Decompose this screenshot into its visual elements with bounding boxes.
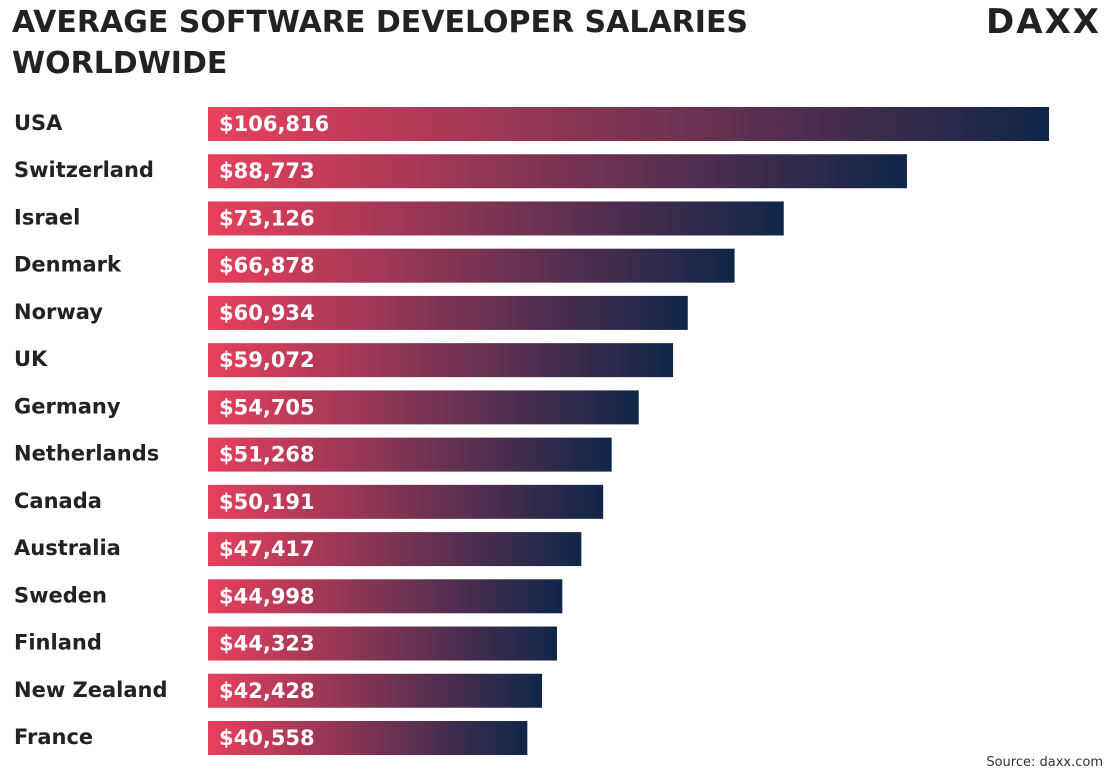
value-label: $60,934 xyxy=(219,301,315,325)
category-label: Denmark xyxy=(14,253,122,277)
value-label: $50,191 xyxy=(219,490,315,514)
value-label: $66,878 xyxy=(219,254,315,278)
bar xyxy=(208,720,528,755)
value-label: $47,417 xyxy=(219,537,315,561)
bar xyxy=(208,390,639,425)
value-label: $44,323 xyxy=(219,632,315,656)
value-label: $54,705 xyxy=(219,395,315,419)
category-label: Germany xyxy=(14,394,121,418)
category-label: Israel xyxy=(14,205,80,229)
bar xyxy=(208,343,674,378)
value-label: $73,126 xyxy=(219,206,315,230)
value-label: $51,268 xyxy=(219,443,315,467)
value-label: $88,773 xyxy=(219,159,315,183)
category-label: Finland xyxy=(14,631,102,655)
bar xyxy=(208,154,907,189)
category-label: UK xyxy=(14,347,48,371)
source-note: Source: daxx.com xyxy=(986,755,1103,770)
category-label: Australia xyxy=(14,536,121,560)
category-label: France xyxy=(14,725,93,749)
bar xyxy=(208,295,688,330)
bar xyxy=(208,484,604,519)
value-label: $40,558 xyxy=(219,726,315,750)
bar xyxy=(208,201,784,236)
value-label: $59,072 xyxy=(219,348,315,372)
category-label: Canada xyxy=(14,489,102,513)
value-label: $42,428 xyxy=(219,679,315,703)
value-label: $44,998 xyxy=(219,584,315,608)
bar xyxy=(208,626,557,661)
bar xyxy=(208,107,1049,141)
bar xyxy=(208,673,543,708)
bar xyxy=(208,437,612,472)
chart-title: AVERAGE SOFTWARE DEVELOPER SALARIES WORL… xyxy=(12,5,749,81)
category-label: Netherlands xyxy=(14,442,159,466)
bar xyxy=(208,532,582,567)
value-label: $106,816 xyxy=(219,112,329,136)
category-label: Switzerland xyxy=(14,158,154,182)
bar xyxy=(208,579,563,614)
category-label: Norway xyxy=(14,300,103,324)
bar xyxy=(208,248,735,283)
category-label: New Zealand xyxy=(14,678,168,702)
category-label: USA xyxy=(14,111,63,135)
category-label: Sweden xyxy=(14,583,107,607)
logo: DAXX xyxy=(986,2,1101,42)
